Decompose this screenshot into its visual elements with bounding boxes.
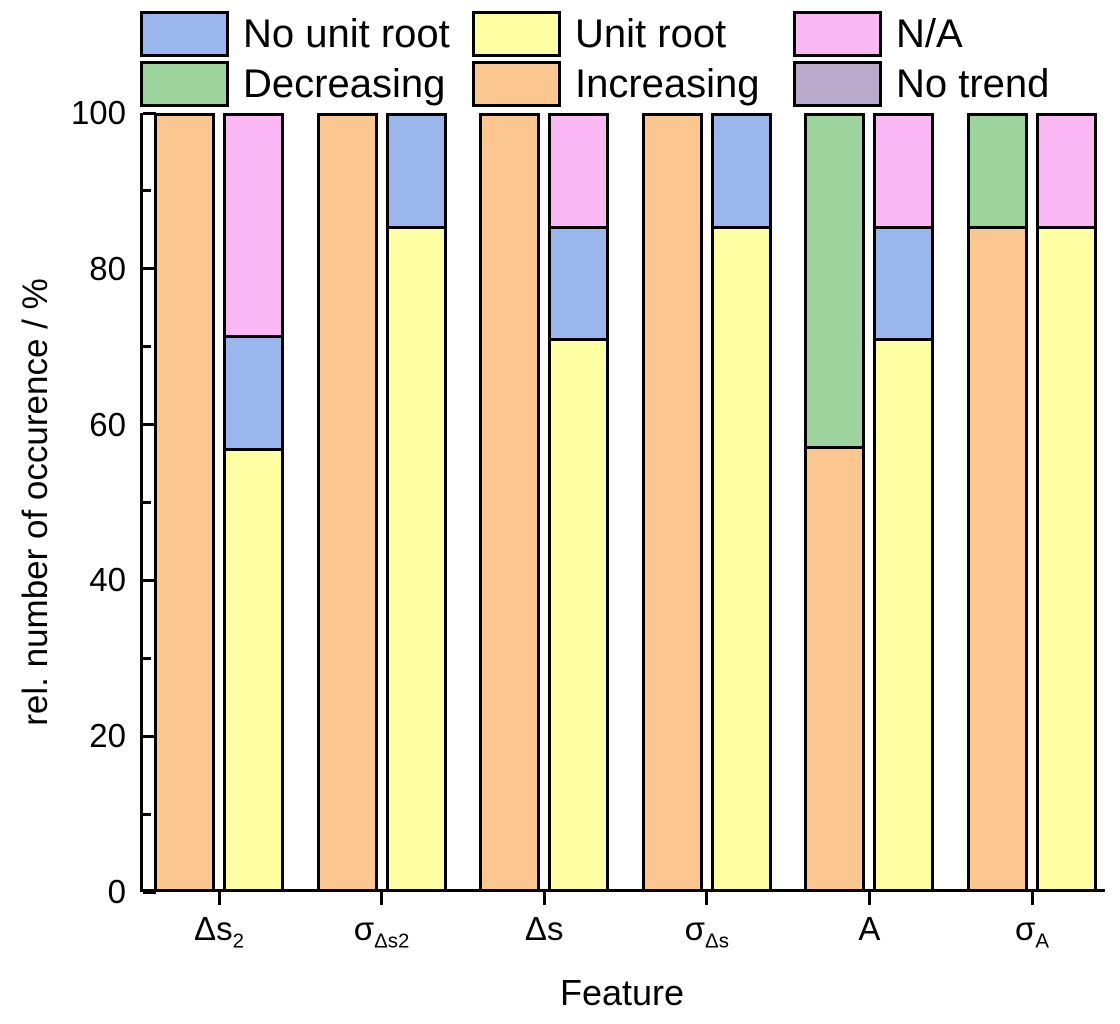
legend-swatch-unit-root (472, 11, 561, 57)
x-major-tick (1030, 892, 1034, 905)
y-minor-tick (143, 189, 151, 193)
bar-segment-unit-root (876, 341, 932, 889)
legend-swatch-no-trend (793, 61, 882, 107)
legend-label: Increasing (575, 62, 760, 106)
bar-segment-unit-root (388, 229, 444, 889)
x-axis-line (140, 889, 1105, 892)
x-major-tick (380, 892, 384, 905)
x-axis-title: Feature (559, 972, 685, 1013)
x-tick-label-main: Δs (524, 910, 564, 947)
legend-item: No unit root (140, 11, 450, 57)
legend-label: Decreasing (243, 62, 446, 106)
legend-swatch-increasing (472, 61, 561, 107)
bar-segment-unit-root (226, 451, 281, 889)
x-major-tick (705, 892, 709, 905)
bar-segment-increasing (644, 116, 700, 889)
y-tick-label: 60 (89, 405, 126, 443)
bar-segment-unit-root (551, 341, 607, 889)
bar-segment-no-unit-root (551, 228, 607, 342)
x-tick-label: σΔs2 (272, 910, 492, 951)
bar-unitroot-σ_A (1036, 113, 1097, 892)
legend-label: No trend (896, 62, 1050, 106)
x-tick-label: σA (922, 910, 1120, 951)
x-tick-label-sub: 2 (232, 929, 244, 953)
bar-unitroot-σ_Δs (710, 113, 772, 892)
x-major-tick (867, 892, 871, 905)
y-tick-label: 100 (70, 94, 126, 131)
bar-segment-unit-root (713, 229, 769, 889)
legend-swatch-n-a (793, 11, 882, 57)
y-tick-label: 20 (89, 717, 126, 755)
bar-segment-n-a (1039, 116, 1094, 230)
x-major-tick (217, 892, 221, 905)
y-tick-label: 0 (107, 873, 126, 910)
legend-swatch-decreasing (140, 61, 229, 107)
legend-item: No trend (793, 61, 1049, 107)
legend-swatch-no-unit-root (140, 11, 229, 57)
bar-segment-increasing (807, 449, 863, 889)
x-tick-label: Δs (434, 910, 654, 948)
y-tick-label: 80 (89, 249, 126, 287)
x-tick-label-main: σ (684, 910, 706, 947)
bar-unitroot-Δs (548, 113, 610, 892)
bar-trend-Δs (479, 113, 541, 892)
bar-segment-decreasing (970, 116, 1025, 230)
y-major-tick (143, 734, 156, 738)
y-minor-tick (143, 345, 151, 349)
bar-segment-increasing (157, 116, 212, 889)
legend-item: Unit root (472, 11, 726, 57)
bar-unitroot-A (873, 113, 935, 892)
y-major-tick (143, 578, 156, 582)
legend-label: Unit root (575, 12, 727, 56)
bar-segment-no-unit-root (876, 228, 932, 342)
x-major-tick (542, 892, 546, 905)
bar-trend-σ_A (967, 113, 1028, 892)
y-axis-title: rel. number of occurence / % (16, 278, 55, 726)
bar-trend-A (804, 113, 866, 892)
x-tick-label-main: Δs (194, 910, 233, 947)
bar-segment-n-a (226, 116, 281, 339)
bar-segment-no-unit-root (388, 116, 444, 230)
bar-trend-σ_Δs2 (316, 113, 378, 892)
x-tick-label: σΔs (597, 910, 817, 951)
x-tick-label-sub: Δs (705, 929, 729, 953)
x-tick-label-main: A (858, 910, 881, 947)
x-tick-label-main: σ (353, 910, 375, 947)
bar-trend-σ_Δs (641, 113, 703, 892)
bar-trend-Δs2 (154, 113, 215, 892)
x-tick-label: A (759, 910, 979, 948)
y-axis-line (140, 113, 143, 892)
y-major-tick (143, 111, 156, 115)
bar-segment-increasing (482, 116, 538, 889)
y-tick-label: 40 (89, 561, 126, 599)
x-tick-label-sub: Δs2 (374, 929, 410, 953)
bar-segment-increasing (970, 229, 1025, 889)
bar-segment-decreasing (807, 116, 863, 450)
legend-item: Increasing (472, 61, 760, 107)
bar-segment-no-unit-root (713, 116, 769, 230)
y-major-tick (143, 890, 156, 894)
legend-item: N/A (793, 11, 963, 57)
x-tick-label-main: σ (1014, 910, 1036, 947)
bar-segment-unit-root (1039, 229, 1094, 889)
y-major-tick (143, 267, 156, 271)
legend-label: N/A (896, 12, 963, 56)
bar-segment-n-a (876, 115, 932, 229)
legend-item: Decreasing (140, 61, 445, 107)
bar-segment-increasing (319, 116, 375, 889)
y-major-tick (143, 423, 156, 427)
legend-label: No unit root (243, 12, 450, 56)
bar-unitroot-Δs2 (223, 113, 284, 892)
x-tick-label-sub: A (1035, 929, 1049, 953)
bar-segment-n-a (551, 115, 607, 229)
y-minor-tick (143, 812, 151, 816)
y-minor-tick (143, 501, 151, 504)
x-tick-label: Δs2 (109, 910, 329, 951)
bar-unitroot-σ_Δs2 (385, 113, 447, 892)
y-minor-tick (143, 656, 151, 660)
bar-segment-no-unit-root (226, 338, 281, 452)
